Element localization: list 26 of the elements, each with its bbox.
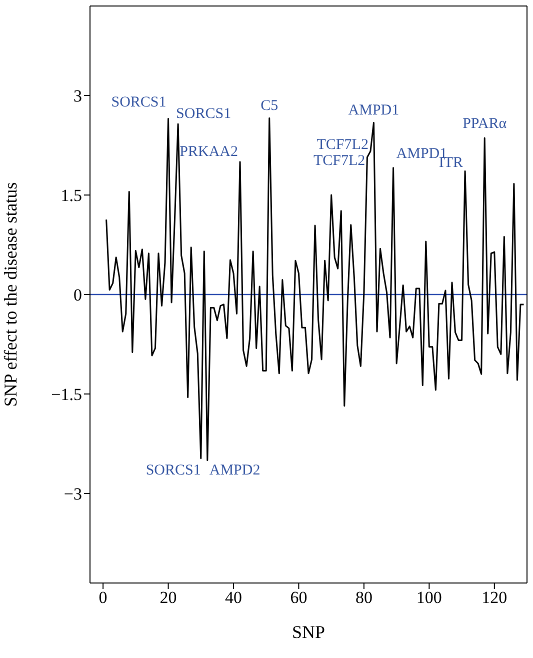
x-tick-label: 80 — [355, 588, 372, 608]
y-axis-title: SNP effect to the disease status — [0, 182, 20, 407]
annotation: TCF7L2 — [314, 153, 366, 170]
line-series — [106, 117, 524, 462]
annotation: SORCS1 — [111, 94, 166, 111]
annotation: SORCS1 — [176, 106, 232, 122]
annotation: TCF7L2 — [316, 137, 368, 154]
x-tick-label: 120 — [482, 588, 508, 608]
y-tick-label: 1.5 — [60, 186, 82, 206]
annotation: PPARα — [462, 116, 507, 132]
y-tick-label: −1.5 — [51, 385, 82, 404]
y-tick-label: 3 — [74, 86, 82, 106]
x-tick-label: 100 — [416, 588, 442, 608]
y-tick-label: −3 — [64, 484, 82, 504]
annotation: PRKAA2 — [180, 144, 238, 160]
annotation: ITR — [438, 155, 464, 172]
x-tick-label: 40 — [224, 588, 242, 608]
x-tick-label: 20 — [160, 588, 177, 608]
y-tick-label: 0 — [74, 286, 82, 305]
x-axis-title: SNP — [292, 622, 326, 642]
x-tick-label: 60 — [290, 588, 308, 608]
annotation: SORCS1 — [146, 462, 201, 478]
annotation: C5 — [260, 98, 278, 114]
x-tick-label: 0 — [98, 588, 108, 608]
annotation: AMPD2 — [209, 462, 260, 478]
annotation: AMPD1 — [348, 102, 400, 119]
